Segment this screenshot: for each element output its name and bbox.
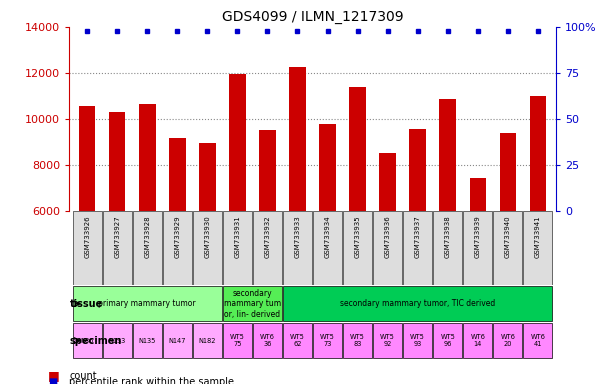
Text: percentile rank within the sample: percentile rank within the sample (69, 377, 234, 384)
FancyBboxPatch shape (163, 323, 192, 358)
Text: primary mammary tumor: primary mammary tumor (99, 299, 196, 308)
FancyBboxPatch shape (73, 212, 102, 285)
Text: N182: N182 (198, 338, 216, 344)
FancyBboxPatch shape (343, 323, 372, 358)
FancyBboxPatch shape (343, 212, 372, 285)
FancyBboxPatch shape (283, 323, 312, 358)
Text: GSM733926: GSM733926 (84, 215, 90, 258)
FancyBboxPatch shape (313, 323, 342, 358)
FancyBboxPatch shape (523, 323, 552, 358)
Text: WT5
73: WT5 73 (320, 334, 335, 347)
Text: N147: N147 (168, 338, 186, 344)
Bar (139, 104, 156, 212)
Text: GSM733934: GSM733934 (325, 215, 331, 258)
Text: GSM733941: GSM733941 (535, 215, 541, 258)
Text: GSM733940: GSM733940 (505, 215, 511, 258)
FancyBboxPatch shape (493, 212, 522, 285)
FancyBboxPatch shape (403, 323, 432, 358)
Text: tissue: tissue (70, 299, 103, 309)
Text: GSM733931: GSM733931 (234, 215, 240, 258)
FancyBboxPatch shape (433, 323, 462, 358)
Bar (79, 106, 96, 212)
FancyBboxPatch shape (253, 212, 282, 285)
Bar (109, 112, 126, 212)
Text: WT5
92: WT5 92 (380, 334, 395, 347)
FancyBboxPatch shape (283, 286, 552, 321)
Text: WT6
36: WT6 36 (260, 334, 275, 347)
Text: WT5
96: WT5 96 (441, 334, 455, 347)
Text: GSM733929: GSM733929 (174, 215, 180, 258)
Text: WT6
41: WT6 41 (531, 334, 545, 347)
Text: N86: N86 (81, 338, 94, 344)
Bar (529, 96, 546, 212)
FancyBboxPatch shape (193, 212, 222, 285)
FancyBboxPatch shape (223, 323, 252, 358)
Text: WT5
83: WT5 83 (350, 334, 365, 347)
FancyBboxPatch shape (373, 212, 402, 285)
Text: secondary mammary tumor, TIC derived: secondary mammary tumor, TIC derived (340, 299, 495, 308)
FancyBboxPatch shape (523, 212, 552, 285)
FancyBboxPatch shape (283, 212, 312, 285)
Bar (409, 129, 426, 212)
FancyBboxPatch shape (313, 212, 342, 285)
Text: GSM733939: GSM733939 (475, 215, 481, 258)
FancyBboxPatch shape (193, 323, 222, 358)
Bar (349, 87, 366, 212)
Text: secondary
mammary tum
or, lin- derived: secondary mammary tum or, lin- derived (224, 289, 281, 319)
FancyBboxPatch shape (433, 212, 462, 285)
FancyBboxPatch shape (73, 286, 222, 321)
Bar (199, 143, 216, 212)
FancyBboxPatch shape (133, 212, 162, 285)
Text: N133: N133 (109, 338, 126, 344)
FancyBboxPatch shape (403, 212, 432, 285)
Text: count: count (69, 371, 97, 381)
FancyBboxPatch shape (133, 323, 162, 358)
Bar (169, 137, 186, 212)
Text: WT5
93: WT5 93 (410, 334, 425, 347)
Text: specimen: specimen (70, 336, 122, 346)
Text: GSM733937: GSM733937 (415, 215, 421, 258)
Bar (469, 179, 486, 212)
Text: GSM733932: GSM733932 (264, 215, 270, 258)
Text: ■: ■ (48, 369, 60, 382)
FancyBboxPatch shape (73, 323, 102, 358)
Title: GDS4099 / ILMN_1217309: GDS4099 / ILMN_1217309 (222, 10, 403, 25)
Text: WT6
20: WT6 20 (501, 334, 515, 347)
Text: WT5
62: WT5 62 (290, 334, 305, 347)
FancyBboxPatch shape (373, 323, 402, 358)
Text: GSM733933: GSM733933 (294, 215, 300, 258)
Text: N135: N135 (139, 338, 156, 344)
Bar (379, 153, 396, 212)
Bar (229, 74, 246, 212)
Text: GSM733927: GSM733927 (114, 215, 120, 258)
FancyBboxPatch shape (253, 323, 282, 358)
Text: WT5
75: WT5 75 (230, 334, 245, 347)
FancyBboxPatch shape (463, 323, 492, 358)
Text: GSM733938: GSM733938 (445, 215, 451, 258)
Text: GSM733935: GSM733935 (355, 215, 361, 258)
Text: ■: ■ (48, 377, 57, 384)
Text: WT6
14: WT6 14 (471, 334, 485, 347)
Bar (439, 99, 456, 212)
Bar (259, 130, 276, 212)
Text: GSM733928: GSM733928 (144, 215, 150, 258)
Text: GSM733930: GSM733930 (204, 215, 210, 258)
Text: GSM733936: GSM733936 (385, 215, 391, 258)
FancyBboxPatch shape (163, 212, 192, 285)
FancyBboxPatch shape (463, 212, 492, 285)
FancyBboxPatch shape (493, 323, 522, 358)
Bar (499, 132, 516, 212)
Bar (289, 67, 306, 212)
FancyBboxPatch shape (223, 286, 282, 321)
FancyBboxPatch shape (103, 323, 132, 358)
FancyBboxPatch shape (223, 212, 252, 285)
Bar (319, 124, 336, 212)
FancyBboxPatch shape (103, 212, 132, 285)
